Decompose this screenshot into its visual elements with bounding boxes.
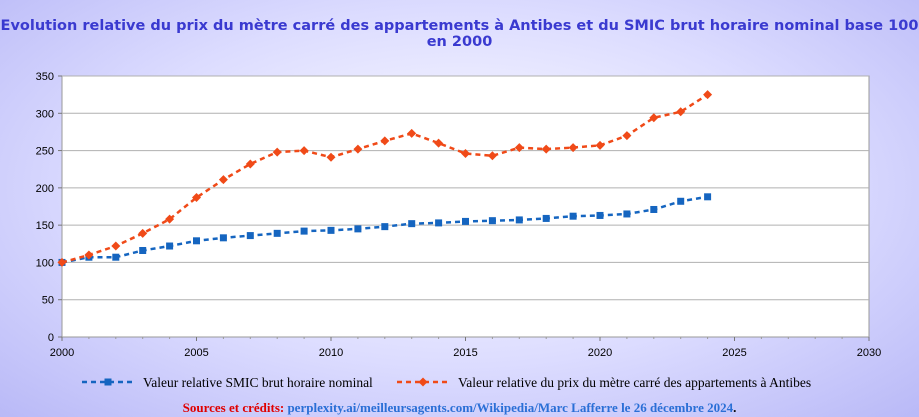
data-point-1 (112, 253, 120, 261)
sources-end: . (733, 400, 737, 415)
data-point-2 (326, 152, 336, 162)
legend-marker-2 (418, 377, 428, 387)
data-point-1 (435, 219, 443, 227)
data-point-2 (703, 90, 713, 100)
legend: Valeur relative SMIC brut horaire nomina… (82, 375, 811, 390)
data-point-1 (650, 205, 658, 213)
data-point-1 (704, 193, 712, 201)
data-point-2 (649, 113, 659, 123)
data-point-1 (542, 214, 550, 222)
x-tick-label: 2030 (857, 347, 881, 359)
data-point-1 (273, 229, 281, 237)
data-point-2 (299, 146, 309, 156)
data-point-2 (622, 131, 632, 141)
data-point-2 (353, 144, 363, 154)
data-point-1 (219, 234, 227, 242)
plot-area (61, 75, 870, 338)
x-tick-label: 2000 (50, 347, 74, 359)
x-axis: 2000 2005 2010 2015 2020 2025 2030 (50, 337, 881, 359)
chart-title: Evolution relative du prix du mètre carr… (0, 18, 919, 50)
data-point-2 (192, 193, 201, 203)
data-point-2 (461, 149, 470, 159)
x-tick-label: 2015 (453, 347, 477, 359)
sources-label: Sources et crédits: (182, 400, 285, 415)
data-point-2 (568, 143, 578, 153)
series-layer (57, 90, 713, 267)
x-tick-label: 2005 (184, 347, 208, 359)
data-point-2 (111, 241, 121, 251)
data-point-1 (354, 225, 362, 233)
y-tick-label: 200 (36, 183, 54, 195)
data-point-1 (596, 211, 604, 219)
x-tick-label: 2020 (588, 347, 612, 359)
data-point-2 (407, 128, 417, 138)
data-point-2 (487, 151, 497, 161)
data-point-1 (193, 237, 200, 245)
data-point-2 (218, 175, 228, 185)
sources-credits: Sources et crédits: perplexity.ai/meille… (0, 400, 919, 416)
data-point-2 (138, 228, 148, 238)
gridlines (62, 75, 869, 301)
data-point-2 (165, 214, 175, 224)
data-point-2 (434, 138, 444, 148)
legend-marker-1 (104, 378, 112, 386)
y-tick-label: 300 (36, 108, 54, 120)
y-tick-label: 50 (42, 295, 54, 307)
legend-label-2: Valeur relative du prix du mètre carré d… (458, 375, 811, 390)
data-point-1 (381, 223, 389, 231)
data-point-1 (488, 217, 496, 225)
data-point-2 (541, 144, 551, 154)
data-point-2 (57, 257, 67, 267)
data-point-1 (327, 226, 335, 234)
data-point-1 (677, 197, 685, 205)
y-axis: 0 50 100 150 200 250 300 350 (36, 71, 62, 344)
data-point-2 (245, 159, 255, 169)
data-point-1 (300, 227, 308, 235)
y-tick-label: 250 (36, 146, 54, 158)
y-tick-label: 350 (36, 71, 54, 83)
data-point-2 (676, 107, 686, 117)
x-tick-label: 2025 (722, 347, 746, 359)
data-point-1 (515, 216, 523, 224)
data-point-1 (408, 220, 416, 228)
data-point-2 (514, 143, 524, 153)
y-tick-label: 100 (36, 257, 54, 269)
data-point-1 (166, 242, 174, 250)
x-tick-label: 2010 (319, 347, 343, 359)
data-point-2 (380, 136, 390, 146)
data-point-2 (595, 140, 605, 150)
data-point-1 (246, 232, 254, 240)
data-point-1 (139, 246, 147, 254)
data-point-2 (272, 147, 282, 157)
data-point-1 (623, 210, 631, 218)
y-tick-label: 0 (48, 332, 54, 344)
data-point-1 (462, 217, 469, 225)
sources-link[interactable]: perplexity.ai/meilleursagents.com/Wikipe… (287, 400, 734, 415)
legend-label-1: Valeur relative SMIC brut horaire nomina… (143, 375, 373, 390)
data-point-1 (569, 212, 577, 220)
y-tick-label: 150 (36, 220, 54, 232)
data-point-2 (84, 250, 94, 260)
